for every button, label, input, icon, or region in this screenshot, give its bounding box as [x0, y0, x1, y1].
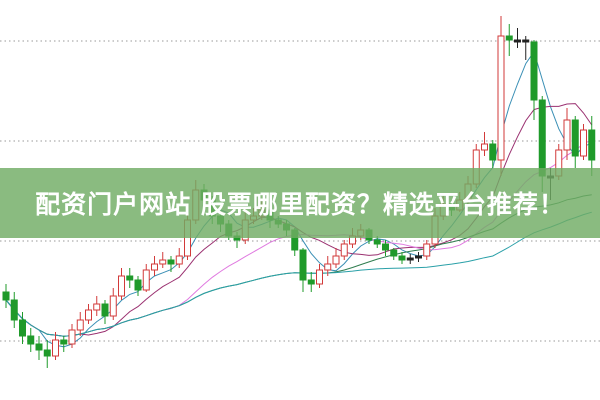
candle-body	[382, 243, 389, 251]
candle-body	[588, 129, 596, 161]
candle-body	[489, 143, 497, 161]
candle-body	[505, 35, 513, 41]
candle-body	[390, 249, 398, 257]
candle-body	[373, 239, 381, 245]
candle-body	[299, 249, 307, 281]
candle-body	[43, 349, 51, 357]
candle-body	[142, 269, 150, 291]
candle-body	[159, 259, 167, 265]
candle-body	[93, 303, 101, 311]
candle-body	[68, 329, 76, 345]
candle-body	[415, 255, 422, 259]
candle-body	[60, 339, 68, 345]
title-banner: 配资门户网站 股票哪里配资？精选平台推荐！	[0, 168, 600, 238]
candle-body	[481, 143, 488, 151]
candle-body	[340, 243, 348, 257]
candle-body	[101, 303, 109, 317]
candle-body	[497, 35, 505, 161]
candle-body	[52, 339, 59, 357]
candle-body	[530, 41, 538, 101]
candle-body	[134, 279, 142, 291]
candle-body	[118, 275, 125, 297]
candle-body	[538, 99, 546, 177]
candle-body	[316, 269, 323, 285]
candle-body	[563, 119, 571, 151]
candle-body	[35, 343, 43, 351]
candle-body	[406, 257, 414, 261]
ma-line-60	[5, 211, 592, 337]
candle-body	[85, 309, 92, 321]
candle-body	[571, 119, 579, 157]
banner-title: 配资门户网站 股票哪里配资？精选平台推荐！	[35, 190, 565, 219]
candle-body	[307, 279, 315, 285]
candle-body	[332, 255, 340, 265]
candle-body	[2, 291, 10, 301]
candle-body	[27, 335, 35, 345]
candle-body	[19, 319, 26, 337]
candle-body	[10, 299, 18, 321]
candle-body	[109, 295, 117, 317]
candle-body	[126, 275, 134, 281]
candle-body	[423, 243, 431, 257]
candle-body	[175, 255, 183, 265]
candle-body	[522, 39, 530, 43]
candle-body	[514, 39, 521, 43]
candle-body	[76, 319, 84, 331]
candle-body	[151, 263, 158, 271]
candle-body	[167, 259, 175, 265]
candle-body	[324, 263, 332, 271]
candle-body	[580, 129, 587, 157]
candle-body	[398, 255, 406, 261]
